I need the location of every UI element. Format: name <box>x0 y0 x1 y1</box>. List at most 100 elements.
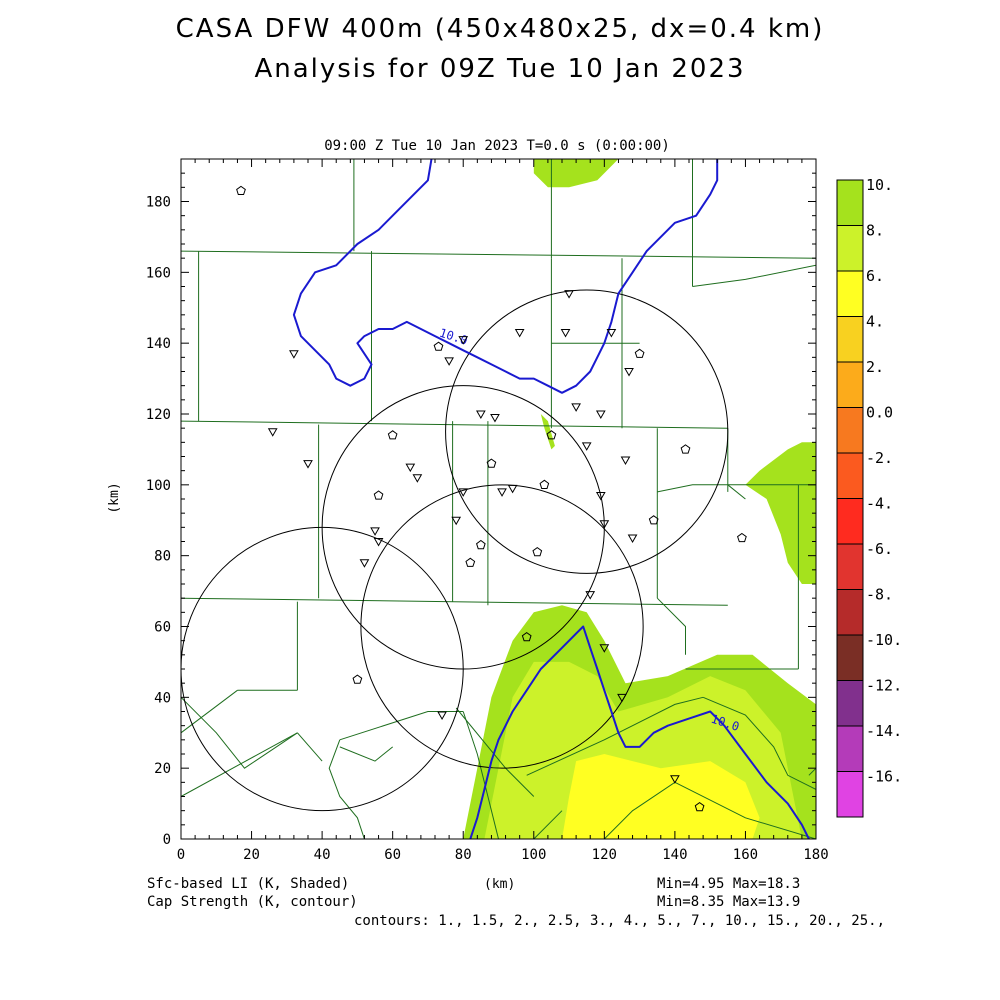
li-region-3 <box>540 414 555 450</box>
station-triangle-23 <box>370 527 380 536</box>
county-line-36 <box>533 810 563 839</box>
x-tick-label: 0 <box>177 847 185 863</box>
colorbar-swatch-4 <box>836 361 864 408</box>
colorbar-swatch-3 <box>836 316 864 363</box>
colorbar-label-6: -2. <box>866 449 893 467</box>
county-line-3 <box>181 420 728 429</box>
plot-time-label: 09:00 Z Tue 10 Jan 2023 T=0.0 s (0:00:00… <box>324 138 670 154</box>
li-region-5 <box>562 754 760 839</box>
y-tick-label: 0 <box>163 832 171 848</box>
range-ring-2 <box>360 484 644 769</box>
station-triangle-29 <box>599 644 610 653</box>
colorbar-label-13: -16. <box>866 768 902 786</box>
shaded-min-max: Min=4.95 Max=18.3 <box>657 876 801 892</box>
y-tick-label: 120 <box>146 407 171 423</box>
station-pentagon-13 <box>737 532 747 543</box>
colorbar-label-10: -10. <box>866 631 902 649</box>
station-triangle-30 <box>617 693 627 703</box>
station-triangle-24 <box>373 538 384 547</box>
colorbar-swatch-5 <box>836 407 864 454</box>
colorbar-swatch-9 <box>836 589 864 636</box>
county-line-20 <box>656 597 686 655</box>
station-pentagon-8 <box>539 479 550 489</box>
y-tick-label: 80 <box>154 549 171 565</box>
station-triangle-32 <box>670 775 680 784</box>
county-line-10 <box>692 264 816 287</box>
y-tick-label: 160 <box>146 265 171 281</box>
colorbar-swatch-8 <box>836 543 864 590</box>
y-tick-label: 180 <box>146 195 171 211</box>
li-region-2 <box>745 442 816 584</box>
station-triangle-31 <box>437 711 447 721</box>
colorbar-swatch-13 <box>836 771 864 818</box>
y-tick-label: 60 <box>154 620 171 636</box>
station-triangle-17 <box>412 474 423 483</box>
shaded-field-label: Sfc-based LI (K, Shaded) <box>147 876 350 892</box>
colorbar-label-3: 4. <box>866 313 884 331</box>
station-triangle-28 <box>585 591 596 600</box>
county-line-32 <box>526 696 704 776</box>
county-line-35 <box>339 746 394 762</box>
station-pentagon-10 <box>476 539 486 550</box>
station-triangle-6 <box>444 357 454 366</box>
station-pentagon-0 <box>236 185 246 195</box>
x-tick-label: 20 <box>243 847 260 863</box>
x-tick-label: 60 <box>384 847 401 863</box>
station-pentagon-15 <box>352 674 363 684</box>
x-tick-label: 140 <box>662 847 687 863</box>
range-ring-0 <box>181 526 464 812</box>
station-triangle-11 <box>490 414 500 423</box>
county-line-16 <box>657 484 816 493</box>
y-tick-label: 40 <box>154 690 171 706</box>
station-triangle-5 <box>289 350 299 359</box>
chart-subtitle: Analysis for 09Z Tue 10 Jan 2023 <box>254 54 746 84</box>
colorbar: 10. 8. 6. 4. 2. 0.0 -2. -4. -6. -8. -10. -12. -14. -1… <box>836 176 902 818</box>
station-triangle-3 <box>606 329 617 338</box>
contour-levels-label: contours: 1., 1.5, 2., 2.5, 3., 4., 5., … <box>354 913 886 929</box>
colorbar-label-9: -8. <box>866 586 893 604</box>
station-pentagon-12 <box>532 546 543 557</box>
x-tick-label: 120 <box>592 847 617 863</box>
station-triangle-4 <box>458 336 469 345</box>
x-axis-label: (km) <box>484 877 516 892</box>
county-line-37 <box>808 767 816 776</box>
colorbar-swatch-7 <box>836 498 864 545</box>
station-triangle-13 <box>581 442 592 451</box>
colorbar-swatch-12 <box>836 725 864 772</box>
county-line-26 <box>297 732 323 762</box>
chart-title: CASA DFW 400m (450x480x25, dx=0.4 km) <box>175 14 825 44</box>
county-line-33 <box>702 696 816 790</box>
x-tick-label: 40 <box>314 847 331 863</box>
station-triangle-22 <box>451 516 462 526</box>
y-tick-label: 100 <box>146 478 171 494</box>
county-line-27 <box>339 711 464 741</box>
station-triangle-1 <box>514 329 525 338</box>
station-pentagon-2 <box>634 348 645 358</box>
y-tick-label: 140 <box>146 336 171 352</box>
station-pentagon-3 <box>387 430 398 440</box>
station-pentagon-5 <box>680 444 691 454</box>
station-pentagon-16 <box>694 801 705 812</box>
station-triangle-20 <box>507 484 518 494</box>
colorbar-swatch-0 <box>836 179 864 226</box>
station-triangle-2 <box>560 329 571 338</box>
county-line-0 <box>181 250 816 259</box>
station-triangle-10 <box>475 410 486 420</box>
station-pentagon-4 <box>546 430 557 440</box>
x-tick-label: 80 <box>455 847 472 863</box>
y-axis-label: (km) <box>107 482 122 513</box>
colorbar-swatch-1 <box>836 225 864 272</box>
station-triangle-9 <box>595 410 606 420</box>
station-pentagon-7 <box>373 490 384 500</box>
contour-line-0 <box>292 159 719 394</box>
colorbar-label-2: 6. <box>866 267 884 285</box>
station-pentagon-6 <box>486 458 497 468</box>
station-pentagon-11 <box>465 557 476 567</box>
contour-field-label: Cap Strength (K, contour) <box>147 894 358 910</box>
colorbar-label-11: -12. <box>866 677 902 695</box>
station-triangle-18 <box>458 488 469 497</box>
station-pentagon-9 <box>648 515 659 525</box>
range-ring-3 <box>445 289 729 574</box>
